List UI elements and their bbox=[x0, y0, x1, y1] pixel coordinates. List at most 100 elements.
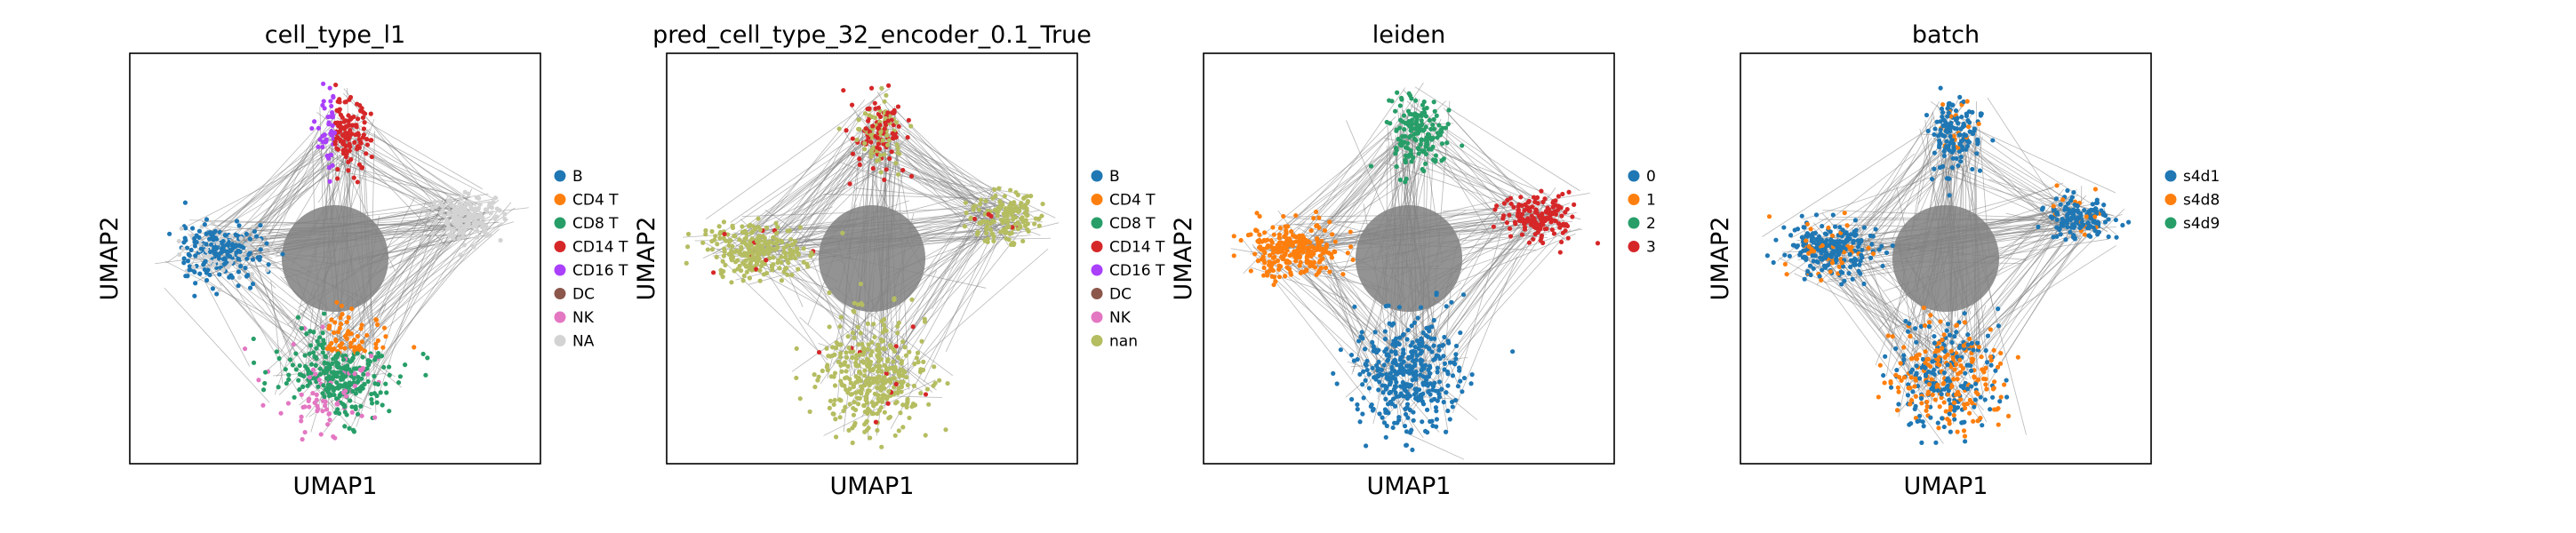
edge-line bbox=[1262, 267, 1392, 386]
scatter-point bbox=[1940, 114, 1945, 120]
scatter-point bbox=[1265, 273, 1270, 278]
scatter-point bbox=[347, 426, 352, 431]
scatter-point bbox=[380, 345, 386, 350]
scatter-point bbox=[1850, 276, 1855, 282]
scatter-point bbox=[257, 237, 262, 243]
scatter-point bbox=[895, 323, 900, 330]
scatter-point bbox=[1010, 240, 1015, 246]
scatter-point bbox=[315, 338, 320, 344]
scatter-point bbox=[1947, 332, 1953, 338]
scatter-point bbox=[1956, 345, 1963, 351]
scatter-point bbox=[1024, 208, 1029, 213]
scatter-point bbox=[483, 207, 488, 212]
scatter-point bbox=[1231, 234, 1236, 239]
scatter-point bbox=[237, 249, 243, 254]
scatter-point bbox=[372, 373, 377, 379]
scatter-point bbox=[1450, 404, 1455, 410]
scatter-point bbox=[788, 247, 793, 252]
scatter-point bbox=[1820, 223, 1825, 229]
scatter-point bbox=[1332, 239, 1338, 244]
scatter-point bbox=[1414, 353, 1420, 358]
scatter-point bbox=[335, 135, 340, 140]
scatter-point bbox=[1964, 99, 1970, 104]
scatter-point bbox=[1409, 354, 1414, 360]
scatter-point bbox=[1556, 221, 1562, 227]
scatter-point bbox=[824, 346, 829, 351]
scatter-point bbox=[384, 390, 389, 395]
edge-line bbox=[1456, 213, 1508, 386]
scatter-point bbox=[739, 246, 744, 251]
scatter-point bbox=[1935, 420, 1940, 426]
scatter-point bbox=[1829, 260, 1836, 266]
legend-marker bbox=[1091, 217, 1103, 229]
scatter-point bbox=[1396, 305, 1403, 310]
scatter-point bbox=[884, 328, 889, 333]
scatter-point bbox=[743, 242, 749, 247]
scatter-point bbox=[236, 233, 241, 239]
scatter-point bbox=[838, 314, 844, 320]
scatter-point bbox=[451, 227, 456, 233]
scatter-point bbox=[900, 379, 906, 385]
scatter-point bbox=[861, 403, 867, 409]
scatter-point bbox=[310, 350, 316, 355]
scatter-point bbox=[1947, 193, 1952, 198]
legend-marker bbox=[1091, 335, 1103, 346]
scatter-point bbox=[202, 222, 207, 227]
edge-line bbox=[356, 203, 434, 427]
scatter-point bbox=[2065, 225, 2070, 230]
scatter-point bbox=[244, 231, 249, 237]
scatter-point bbox=[1494, 203, 1500, 209]
scatter-point bbox=[252, 228, 258, 235]
scatter-point bbox=[881, 346, 886, 351]
scatter-point bbox=[882, 177, 887, 182]
scatter-point bbox=[1799, 235, 1804, 240]
scatter-point bbox=[771, 261, 776, 267]
scatter-point bbox=[1954, 362, 1959, 367]
scatter-point bbox=[1964, 143, 1971, 149]
scatter-point bbox=[1436, 347, 1442, 353]
scatter-point bbox=[1393, 384, 1398, 389]
scatter-point bbox=[2063, 237, 2068, 243]
scatter-point bbox=[1781, 225, 1787, 230]
scatter-point bbox=[1393, 390, 1398, 395]
scatter-point bbox=[996, 186, 1002, 191]
scatter-point bbox=[383, 381, 388, 386]
edge-line bbox=[894, 206, 1004, 357]
scatter-point bbox=[463, 202, 468, 207]
legend-marker bbox=[554, 170, 566, 182]
scatter-point bbox=[348, 340, 354, 346]
scatter-point bbox=[1436, 379, 1443, 385]
scatter-point bbox=[1350, 257, 1356, 263]
scatter-point bbox=[1928, 313, 1933, 318]
edge-line bbox=[249, 262, 403, 388]
scatter-point bbox=[1873, 227, 1878, 232]
scatter-point bbox=[192, 269, 197, 274]
scatter-point bbox=[1420, 122, 1425, 127]
scatter-point bbox=[1003, 226, 1008, 231]
scatter-point bbox=[1408, 430, 1413, 435]
scatter-point bbox=[1937, 142, 1942, 148]
edge-line bbox=[1428, 131, 1489, 233]
scatter-point bbox=[1025, 227, 1030, 233]
scatter-point bbox=[1801, 248, 1806, 253]
scatter-point bbox=[1260, 254, 1266, 259]
scatter-point bbox=[839, 381, 844, 386]
scatter-point bbox=[1423, 379, 1428, 386]
edge-line bbox=[325, 168, 464, 197]
scatter-point bbox=[877, 153, 884, 158]
scatter-point bbox=[1851, 238, 1856, 243]
scatter-point bbox=[327, 85, 332, 91]
scatter-point bbox=[204, 231, 209, 236]
scatter-point bbox=[353, 404, 358, 410]
scatter-point bbox=[712, 237, 717, 243]
scatter-point bbox=[1982, 397, 1988, 402]
scatter-point bbox=[343, 394, 349, 399]
scatter-point bbox=[330, 115, 336, 120]
scatter-point bbox=[1815, 259, 1820, 265]
scatter-point bbox=[1366, 371, 1372, 377]
scatter-point bbox=[357, 139, 363, 144]
scatter-point bbox=[1909, 367, 1916, 372]
